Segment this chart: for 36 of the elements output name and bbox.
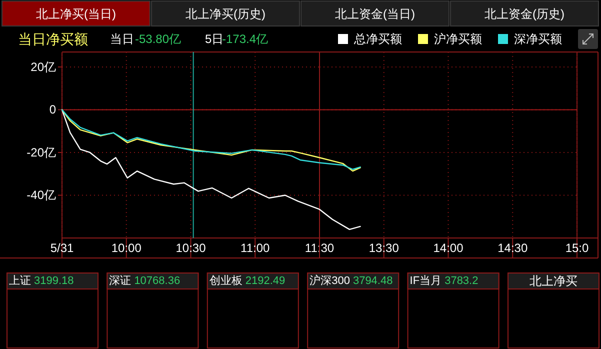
text: 北上净买(历史) [186, 7, 266, 21]
text: 深证 [109, 275, 132, 287]
x-tick-label: 11:00 [240, 241, 270, 255]
y-tick-label: 20亿 [30, 60, 56, 74]
x-tick-label: 14:00 [433, 241, 464, 255]
legend-label: 深净买额 [514, 32, 562, 46]
text: 北上资金(历史) [484, 7, 564, 21]
legend-label: 沪净买额 [434, 32, 482, 46]
y-tick-label: -40亿 [26, 188, 56, 202]
text: 3783.2 [444, 275, 478, 287]
text: 当日 [110, 32, 134, 46]
text: 3794.48 [352, 275, 393, 287]
x-tick-label: 5/31 [50, 241, 74, 255]
x-tick-label: 11:30 [304, 241, 334, 255]
text: 创业板 [209, 274, 242, 287]
x-tick-label: 10:00 [111, 241, 142, 255]
x-tick-label: 15:0 [565, 241, 589, 255]
x-tick-label: 10:30 [176, 241, 206, 255]
text: 5日 [205, 32, 224, 46]
text: IF当月 [410, 275, 442, 287]
text: 北上净买 [530, 274, 578, 288]
legend-label: 总净买额 [353, 32, 402, 46]
x-tick-label: 14:30 [498, 241, 528, 255]
x-tick-label: 13:30 [368, 241, 400, 255]
text: 上证 [9, 274, 31, 287]
text: -173.4亿 [222, 32, 268, 46]
text: 沪深300 [310, 274, 350, 287]
text: 2192.49 [245, 275, 286, 287]
y-tick-label: 0 [49, 102, 56, 117]
text: 北上资金(当日) [335, 7, 415, 21]
text: 10768.36 [134, 275, 180, 287]
text: -53.80亿 [135, 32, 182, 46]
chart-title: 当日净买额 [18, 31, 88, 47]
text: 北上净买(当日) [36, 7, 116, 21]
text: 3199.18 [34, 275, 74, 287]
y-tick-label: -20亿 [26, 145, 56, 160]
